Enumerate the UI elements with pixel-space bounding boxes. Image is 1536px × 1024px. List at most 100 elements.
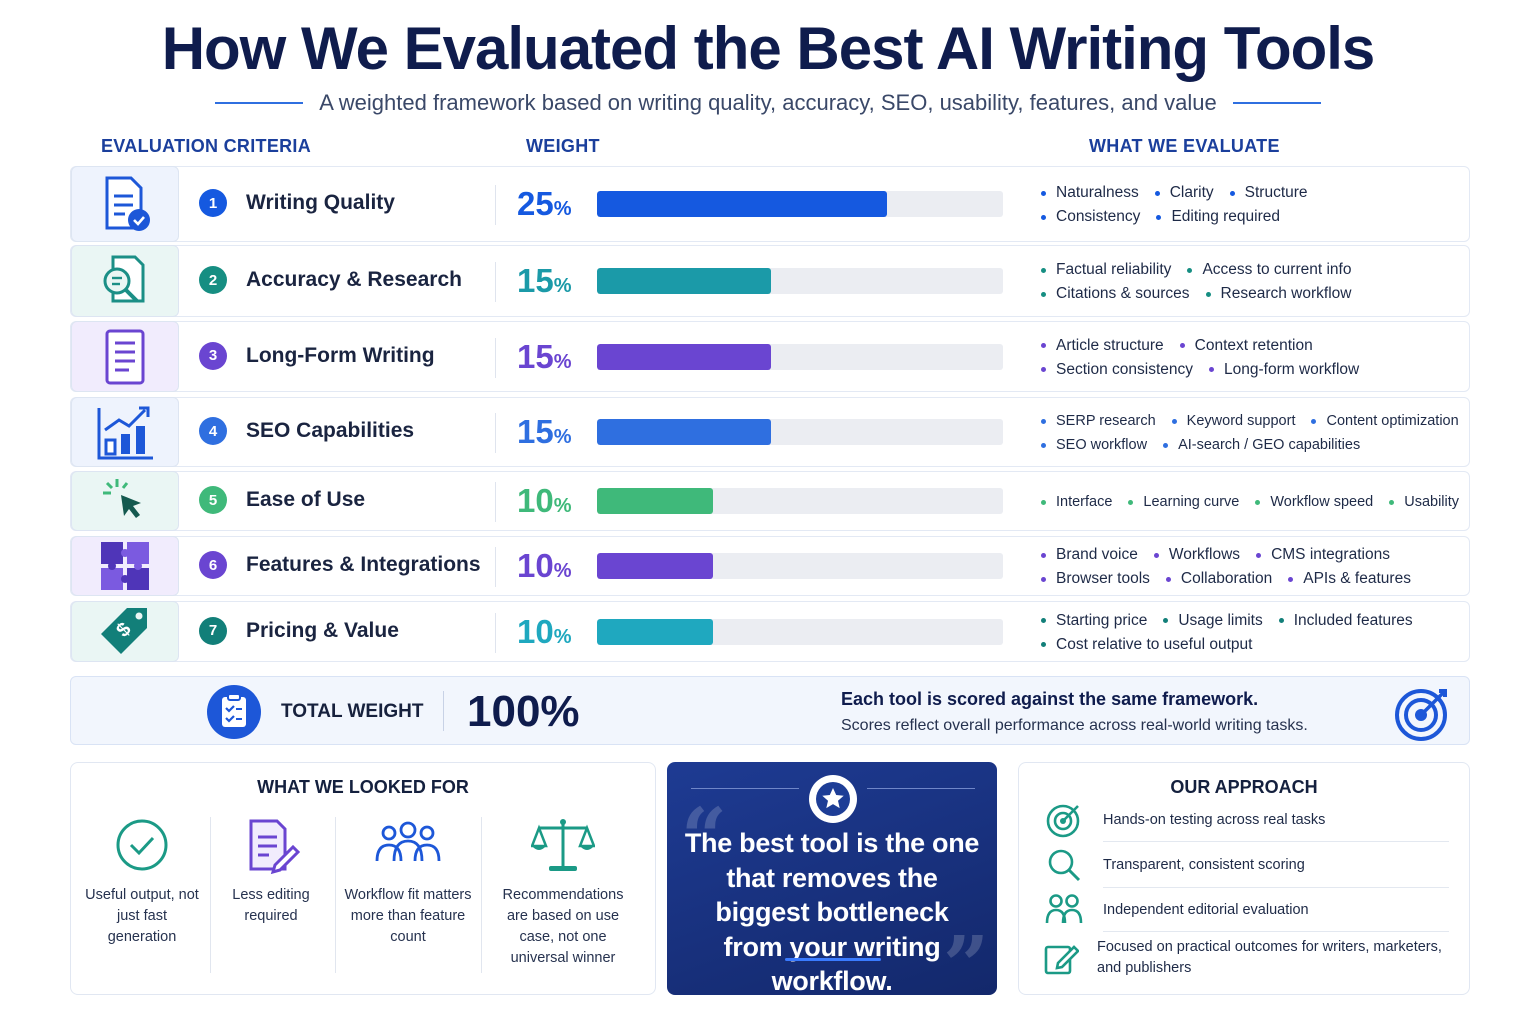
weight-label: 25% [517, 185, 572, 222]
weight-bar-track [597, 268, 1003, 294]
criteria-row: 2 Accuracy & Research 15% Factual reliabili… [70, 245, 1470, 317]
weight-label: 10% [517, 482, 572, 519]
evaluation-item: Included features [1279, 609, 1413, 633]
criteria-name: Pricing & Value [246, 618, 399, 642]
evaluation-item: Content optimization [1311, 409, 1458, 433]
weight-label: 15% [517, 337, 572, 375]
target-check-icon [1043, 801, 1085, 839]
weight-bar [597, 488, 713, 514]
criteria-number-badge: 1 [199, 189, 227, 217]
evaluation-item: Citations & sources [1041, 282, 1190, 306]
evaluation-item: AI-search / GEO capabilities [1163, 433, 1360, 457]
weight-label: 10% [517, 612, 572, 650]
price-tag-icon: $ [71, 601, 179, 662]
weight-bar [597, 419, 771, 445]
criteria-name: Ease of Use [246, 488, 366, 511]
looked-for-divider [335, 817, 336, 973]
approach-item: Independent editorial evaluation [1043, 893, 1449, 927]
evaluation-item: Collaboration [1166, 567, 1272, 591]
evaluation-item: CMS integrations [1256, 543, 1390, 567]
cursor-click-icon [71, 471, 179, 531]
evaluation-item: Section consistency [1041, 358, 1193, 382]
weight-label: 10% [517, 547, 572, 584]
weight-bar-track [597, 618, 1003, 645]
evaluation-items: Starting price Usage limits Included featu… [1041, 609, 1463, 657]
target-icon [1393, 683, 1453, 748]
weight-bar [597, 268, 771, 294]
looked-for-item: Useful output, not just fast generation [85, 811, 199, 948]
clipboard-check-icon [205, 683, 263, 746]
criteria-row: $7 Pricing & Value 10% Starting price Usage … [70, 601, 1470, 662]
evaluation-items: Factual reliability Access to current inf… [1041, 258, 1463, 306]
evaluation-item: Research workflow [1206, 282, 1352, 306]
weight-bar [597, 191, 887, 217]
weight-bar-track [597, 553, 1003, 579]
quote-rule-right [867, 788, 975, 789]
criteria-name: SEO Capabilities [246, 419, 415, 442]
edit-document-icon [217, 811, 325, 879]
criteria-row: 5 Ease of Use 10% Interface Learning curve Wo… [70, 471, 1470, 531]
weight-bar-track [597, 343, 1003, 370]
weight-bar [597, 618, 713, 645]
magnifier-icon [1043, 847, 1085, 883]
quote-card: “ ” The best tool is the one that remove… [667, 762, 997, 995]
approach-divider [1103, 931, 1449, 932]
evaluation-item: Article structure [1041, 334, 1164, 358]
criteria-row: 6 Features & Integrations 10% Brand voice Wo… [70, 536, 1470, 596]
evaluation-items: Article structure Context retention Sectio… [1041, 334, 1463, 382]
evaluation-item: Interface [1041, 490, 1112, 514]
criteria-number-badge: 7 [199, 616, 227, 645]
evaluation-item: Cost relative to useful output [1041, 633, 1252, 657]
document-check-icon [71, 166, 179, 242]
approach-item: Transparent, consistent scoring [1043, 847, 1449, 883]
header-weight: WEIGHT [526, 136, 600, 156]
row-divider [495, 185, 496, 225]
evaluation-item: Usability [1389, 490, 1459, 514]
approach-item: Focused on practical outcomes for writer… [1043, 937, 1449, 979]
evaluation-item: Access to current info [1187, 258, 1351, 282]
research-icon [71, 245, 179, 317]
weight-bar [597, 343, 771, 370]
criteria-number-badge: 2 [199, 266, 227, 294]
subtitle-rule-right [1232, 102, 1321, 104]
evaluation-items: Interface Learning curve Workflow speed Usa… [1041, 490, 1463, 514]
evaluation-item: Consistency [1041, 205, 1140, 229]
evaluation-item: Workflows [1154, 543, 1240, 567]
evaluation-item: Naturalness [1041, 181, 1139, 205]
total-weight-banner: TOTAL WEIGHT 100% Each tool is scored ag… [70, 676, 1470, 745]
what-we-looked-for-panel: WHAT WE LOOKED FOR Useful output, not ju… [70, 762, 656, 995]
evaluation-item: Long-form workflow [1209, 358, 1359, 382]
approach-item: Hands-on testing across real tasks [1043, 801, 1449, 839]
looked-for-item: Less editing required [217, 811, 325, 927]
criteria-number-badge: 6 [199, 551, 227, 579]
evaluation-item: Keyword support [1172, 409, 1296, 433]
row-divider [495, 262, 496, 302]
weight-bar-track [597, 488, 1003, 514]
approach-divider [1103, 841, 1449, 842]
looked-for-item: Workflow fit matters more than feature c… [343, 811, 473, 948]
evaluation-item: Usage limits [1163, 609, 1262, 633]
criteria-name: Accuracy & Research [246, 268, 462, 291]
row-divider [495, 612, 496, 653]
criteria-number-badge: 4 [199, 417, 227, 445]
our-approach-panel: OUR APPROACH Hands-on testing across rea… [1018, 762, 1470, 995]
looked-for-title: WHAT WE LOOKED FOR [257, 777, 469, 797]
row-divider [495, 337, 496, 378]
team-icon [343, 811, 473, 879]
subtitle-rule-left [215, 102, 304, 104]
open-quote-icon: “ [681, 790, 728, 884]
approach-title: OUR APPROACH [1170, 777, 1318, 797]
total-divider [443, 691, 444, 731]
looked-for-divider [481, 817, 482, 973]
total-weight-label: TOTAL WEIGHT [281, 701, 424, 722]
quote-underline [785, 958, 881, 961]
weight-bar-track [597, 191, 1003, 217]
edit-icon [1043, 940, 1079, 976]
people-icon [1043, 893, 1085, 927]
evaluation-item: Learning curve [1128, 490, 1239, 514]
header-evaluate: WHAT WE EVALUATE [1089, 136, 1280, 156]
quote-rule-left [691, 788, 799, 789]
total-weight-value: 100% [467, 687, 580, 736]
criteria-name: Features & Integrations [246, 553, 481, 576]
check-circle-icon [85, 811, 199, 879]
